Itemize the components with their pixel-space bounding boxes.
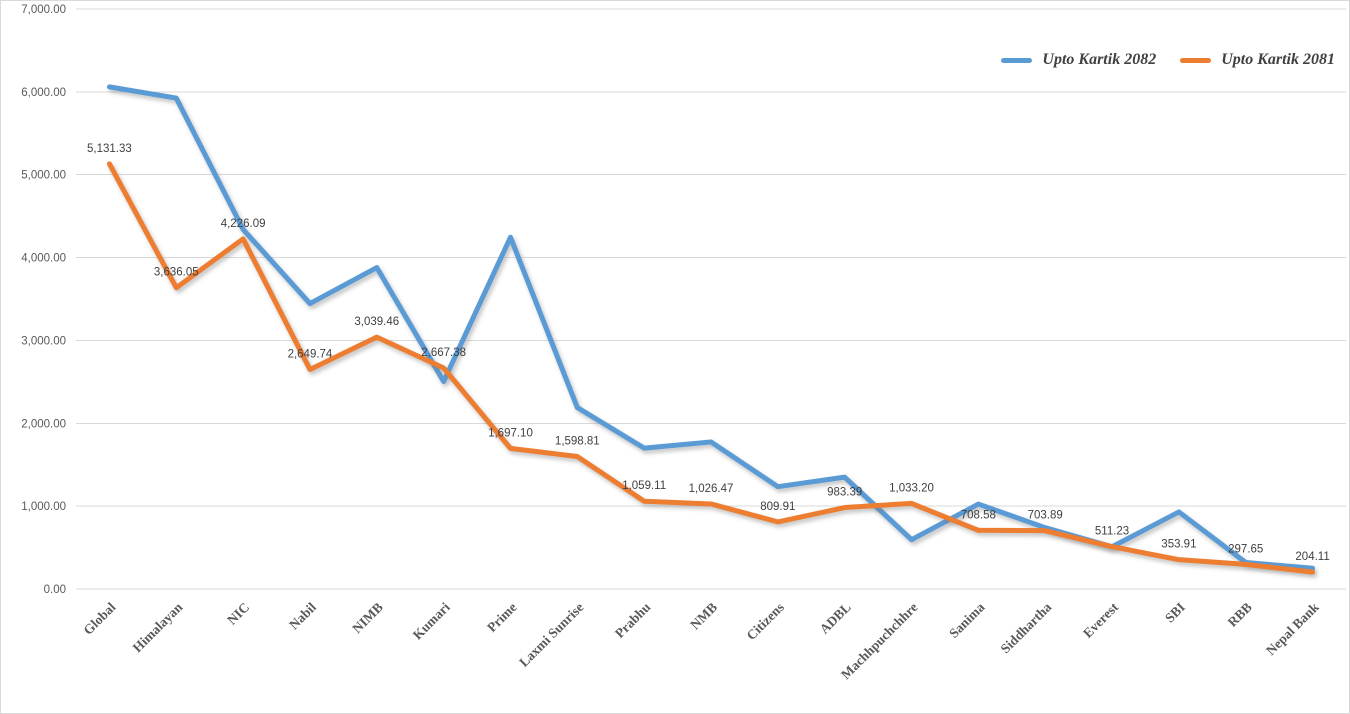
data-label: 1,059.11 [622, 480, 666, 492]
y-axis-tick-label: 0.00 [44, 584, 66, 596]
data-label: 297.65 [1228, 543, 1263, 555]
data-label: 5,131.33 [87, 143, 132, 155]
legend-line-swatch-2082 [1001, 57, 1033, 63]
x-axis-category-label: Nepal Bank [1263, 599, 1322, 658]
y-axis-tick-label: 3,000.00 [21, 335, 66, 347]
data-label: 2,649.74 [288, 348, 333, 360]
series-line-upto-kartik-2081 [106, 161, 1316, 575]
data-label: 3,636.05 [154, 267, 199, 279]
data-label: 2,667.38 [421, 347, 466, 359]
x-axis-category-label: Kumari [410, 599, 453, 642]
x-axis-category-label: Everest [1080, 599, 1122, 641]
y-axis-tick-label: 4,000.00 [21, 253, 66, 265]
chart-legend: Upto Kartik 2082 Upto Kartik 2081 [1001, 51, 1335, 69]
legend-label-2082: Upto Kartik 2082 [1042, 51, 1157, 68]
legend-item-upto-kartik-2081: Upto Kartik 2081 [1180, 51, 1335, 69]
x-axis-category-label: Prime [484, 600, 520, 636]
data-label: 353.91 [1161, 539, 1196, 551]
x-axis-category-label: NMB [687, 600, 720, 633]
x-axis-category-label: Sanima [946, 599, 988, 641]
legend-label-2081: Upto Kartik 2081 [1221, 51, 1335, 68]
data-label: 1,026.47 [689, 483, 734, 495]
data-label: 3,039.46 [354, 316, 399, 328]
data-label: 1,598.81 [555, 436, 600, 448]
x-axis-category-label: Prabhu [612, 599, 654, 641]
data-label: 1,033.20 [889, 482, 934, 494]
x-axis-category-label: Siddhartha [998, 599, 1055, 656]
x-axis-category-label: Nabil [286, 599, 319, 632]
x-axis-category-label: Laxmi Sunrise [516, 600, 586, 670]
data-label: 4,226.09 [221, 218, 266, 230]
y-axis-tick-label: 1,000.00 [21, 501, 66, 513]
y-axis-tick-label: 5,000.00 [21, 170, 66, 182]
x-axis-category-label: RBB [1225, 600, 1255, 630]
x-axis-category-label: NIMB [349, 600, 386, 637]
x-axis-category-label: Global [80, 599, 118, 637]
data-label: 511.23 [1095, 526, 1129, 538]
y-axis-tick-label: 2,000.00 [21, 418, 66, 430]
legend-item-upto-kartik-2082: Upto Kartik 2082 [1001, 51, 1156, 69]
y-axis-tick-label: 6,000.00 [21, 87, 66, 99]
data-label: 809.91 [760, 501, 795, 513]
x-axis-category-label: ADBL [817, 600, 854, 637]
data-label: 708.58 [961, 509, 996, 521]
data-label: 703.89 [1028, 510, 1063, 522]
data-label: 204.11 [1295, 551, 1329, 563]
legend-line-swatch-2081 [1180, 57, 1212, 63]
x-axis-category-label: Citizens [743, 600, 786, 643]
x-axis-category-label: SBI [1162, 600, 1188, 626]
data-label: 1,697.10 [488, 427, 533, 439]
y-axis-tick-label: 7,000.00 [21, 4, 66, 16]
x-axis-category-label: Himalayan [130, 599, 186, 655]
data-label: 983.39 [827, 487, 862, 499]
x-axis-category-label: NIC [224, 600, 252, 628]
